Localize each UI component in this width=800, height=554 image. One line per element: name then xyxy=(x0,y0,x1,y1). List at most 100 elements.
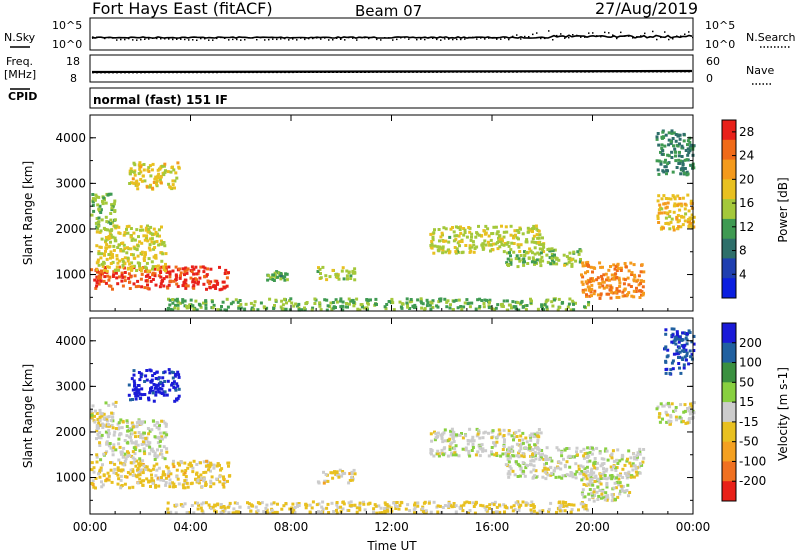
heatmap-cell xyxy=(506,451,510,454)
heatmap-cell xyxy=(525,304,529,307)
heatmap-cell xyxy=(552,469,556,473)
heatmap-cell xyxy=(148,276,152,279)
heatmap-cell xyxy=(621,294,625,298)
heatmap-cell xyxy=(540,255,544,259)
heatmap-cell xyxy=(99,229,103,233)
heatmap-cell xyxy=(505,242,509,246)
heatmap-cell xyxy=(481,436,485,440)
heatmap-cell xyxy=(452,504,456,508)
heatmap-cell xyxy=(429,451,433,455)
heatmap-cell xyxy=(623,278,627,282)
heatmap-cell xyxy=(335,501,339,504)
heatmap-cell xyxy=(580,273,583,277)
nsearch-point xyxy=(308,37,310,40)
nsearch-point xyxy=(304,38,306,41)
heatmap-cell xyxy=(530,227,534,231)
freq-panel-frame xyxy=(89,54,694,83)
heatmap-cell xyxy=(252,303,256,307)
heatmap-cell xyxy=(109,461,112,465)
heatmap-cell xyxy=(146,283,149,287)
heatmap-cell xyxy=(317,510,320,514)
heatmap-cell xyxy=(122,243,126,247)
heatmap-cell xyxy=(141,459,145,463)
heatmap-cell xyxy=(111,402,115,406)
heatmap-cell xyxy=(604,469,608,473)
heatmap-cell xyxy=(525,440,529,444)
heatmap-cell xyxy=(170,370,174,374)
heatmap-cell xyxy=(557,448,561,452)
heatmap-cell xyxy=(561,500,565,504)
heatmap-cell xyxy=(195,308,199,312)
heatmap-cell xyxy=(483,430,487,434)
heatmap-cell xyxy=(194,299,198,303)
heatmap-cell xyxy=(95,284,99,288)
heatmap-cell xyxy=(160,265,164,269)
heatmap-cell xyxy=(581,488,585,492)
heatmap-cell xyxy=(681,166,685,170)
heatmap-cell xyxy=(280,299,284,303)
heatmap-cell xyxy=(666,169,669,173)
nave-tick-high: 60 xyxy=(706,55,720,68)
heatmap-cell xyxy=(485,505,489,509)
heatmap-cell xyxy=(420,301,424,305)
heatmap-cell xyxy=(681,169,685,173)
heatmap-cell xyxy=(408,307,412,310)
heatmap-cell xyxy=(164,431,168,435)
heatmap-cell xyxy=(334,273,338,276)
heatmap-cell xyxy=(544,477,548,481)
heatmap-cell xyxy=(121,264,125,267)
heatmap-cell xyxy=(101,426,105,429)
heatmap-cell xyxy=(140,267,144,271)
heatmap-cell xyxy=(679,172,683,176)
heatmap-cell xyxy=(616,262,620,266)
heatmap-cell xyxy=(677,356,680,359)
heatmap-cell xyxy=(503,505,507,509)
heatmap-cell xyxy=(589,265,593,269)
heatmap-cell xyxy=(680,420,684,424)
heatmap-cell xyxy=(208,286,212,290)
heatmap-cell xyxy=(353,278,357,282)
heatmap-cell xyxy=(468,244,472,248)
heatmap-cell xyxy=(631,468,635,472)
heatmap-cell xyxy=(313,297,317,301)
colorbar-swatch xyxy=(722,139,736,161)
heatmap-cell xyxy=(498,245,502,249)
heatmap-cell xyxy=(256,509,260,513)
heatmap-cell xyxy=(473,511,477,515)
nsearch-point xyxy=(536,32,538,34)
nsearch-point xyxy=(484,38,486,40)
heatmap-cell xyxy=(254,505,258,509)
heatmap-cell xyxy=(109,256,112,260)
heatmap-cell xyxy=(107,278,111,282)
heatmap-cell xyxy=(349,274,353,278)
heatmap-cell xyxy=(138,477,142,481)
heatmap-cell xyxy=(334,472,338,476)
heatmap-cell xyxy=(118,265,121,269)
heatmap-cell xyxy=(153,451,157,455)
heatmap-cell xyxy=(674,159,678,163)
heatmap-cell xyxy=(605,477,609,481)
heatmap-cell xyxy=(445,305,449,309)
heatmap-cell xyxy=(587,498,591,502)
heatmap-cell xyxy=(596,498,600,501)
heatmap-cell xyxy=(158,234,161,238)
heatmap-cell xyxy=(129,235,133,239)
heatmap-cell xyxy=(519,243,523,247)
heatmap-cell xyxy=(162,445,166,449)
heatmap-cell xyxy=(397,507,401,511)
heatmap-cell xyxy=(201,265,205,269)
heatmap-cell xyxy=(596,485,600,489)
heatmap-cell xyxy=(676,214,680,217)
heatmap-cell xyxy=(664,158,667,162)
heatmap-cell xyxy=(163,370,167,374)
heatmap-cell xyxy=(686,172,690,176)
heatmap-cell xyxy=(389,506,393,510)
heatmap-cell xyxy=(690,340,694,344)
nsearch-point xyxy=(596,35,598,37)
heatmap-cell xyxy=(575,450,578,454)
nsearch-point xyxy=(92,37,94,39)
heatmap-cell xyxy=(674,406,678,409)
heatmap-cell xyxy=(121,455,125,459)
heatmap-cell xyxy=(112,443,116,447)
